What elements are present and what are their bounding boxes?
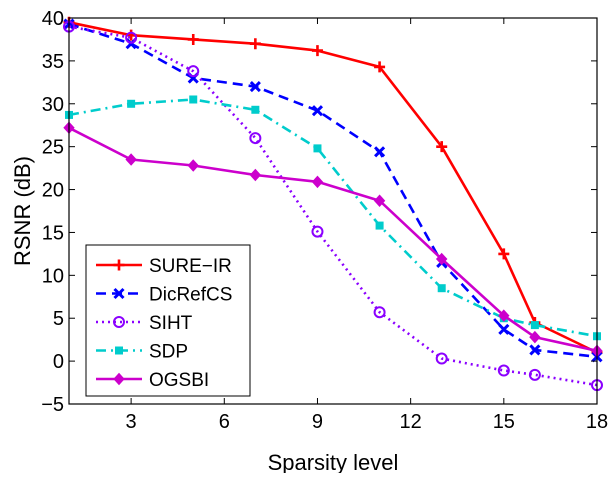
data-point	[375, 221, 384, 230]
x-tick-label: 9	[312, 411, 323, 433]
legend-label: OGSBI	[149, 370, 209, 391]
legend-marker	[113, 259, 125, 271]
data-point	[311, 105, 324, 117]
data-point	[249, 38, 261, 50]
x-tick-label: 15	[493, 411, 515, 433]
legend-label: SIHT	[149, 313, 193, 334]
x-tick-label: 12	[400, 411, 422, 433]
legend-label: SURE−IR	[149, 256, 232, 277]
data-point	[187, 159, 199, 172]
legend-marker	[113, 316, 125, 328]
data-point	[187, 65, 200, 78]
data-point	[436, 252, 448, 266]
data-point	[311, 45, 323, 57]
data-point	[373, 194, 386, 207]
data-point	[374, 146, 386, 158]
legend-marker	[113, 287, 125, 300]
data-point	[529, 344, 541, 356]
data-point	[529, 330, 541, 344]
series-line-0	[68, 21, 598, 354]
y-tick-label: 40	[42, 8, 64, 30]
data-point	[249, 168, 262, 182]
data-point	[437, 284, 446, 293]
legend-marker	[113, 372, 125, 386]
y-tick-label: 25	[42, 137, 64, 159]
legend-label: DicRefCS	[149, 285, 232, 306]
series-line-4	[68, 126, 598, 353]
data-point	[311, 225, 324, 238]
y-tick-label: 35	[42, 51, 64, 73]
legend-label: SDP	[149, 342, 188, 363]
ticks-layer: −5 0 5 10 15 20 25 30 35 40 3 6 9 12 15 18	[41, 8, 608, 433]
x-tick-label: 3	[126, 411, 137, 433]
series-line-2	[68, 25, 598, 387]
data-point	[530, 321, 539, 330]
data-point	[251, 105, 260, 114]
x-axis-label: Sparsity level	[268, 450, 399, 473]
x-tick-label: 18	[586, 411, 608, 433]
y-tick-label: 0	[53, 351, 64, 373]
data-point	[374, 61, 386, 73]
data-point	[311, 175, 324, 189]
data-point	[436, 141, 448, 153]
data-point	[127, 99, 136, 108]
data-point	[187, 33, 199, 45]
y-tick-label: 5	[53, 308, 64, 330]
data-point	[498, 309, 510, 322]
x-tick-label: 6	[219, 411, 230, 433]
data-point	[498, 323, 510, 335]
data-point	[498, 248, 510, 260]
y-tick-label: −5	[41, 394, 64, 416]
y-axis-label: RSNR (dB)	[10, 156, 35, 266]
legend-marker	[115, 346, 123, 355]
series-line-3	[68, 98, 598, 338]
data-point	[435, 352, 448, 365]
data-point	[249, 132, 262, 145]
series-line-1	[68, 22, 598, 359]
y-tick-label: 10	[42, 265, 64, 287]
legend: SURE−IR DicRefCS SIHT SDP OGSBI	[85, 244, 251, 397]
data-point	[125, 31, 138, 44]
data-point	[249, 81, 261, 93]
data-point	[373, 306, 386, 319]
data-point	[189, 95, 198, 104]
data-point	[125, 153, 137, 166]
data-point	[313, 144, 322, 153]
y-tick-label: 30	[42, 94, 64, 116]
plot-frame	[68, 17, 598, 405]
y-tick-label: 15	[42, 222, 64, 244]
data-point	[528, 368, 541, 381]
y-tick-label: 20	[42, 180, 64, 202]
data-point	[497, 364, 510, 377]
